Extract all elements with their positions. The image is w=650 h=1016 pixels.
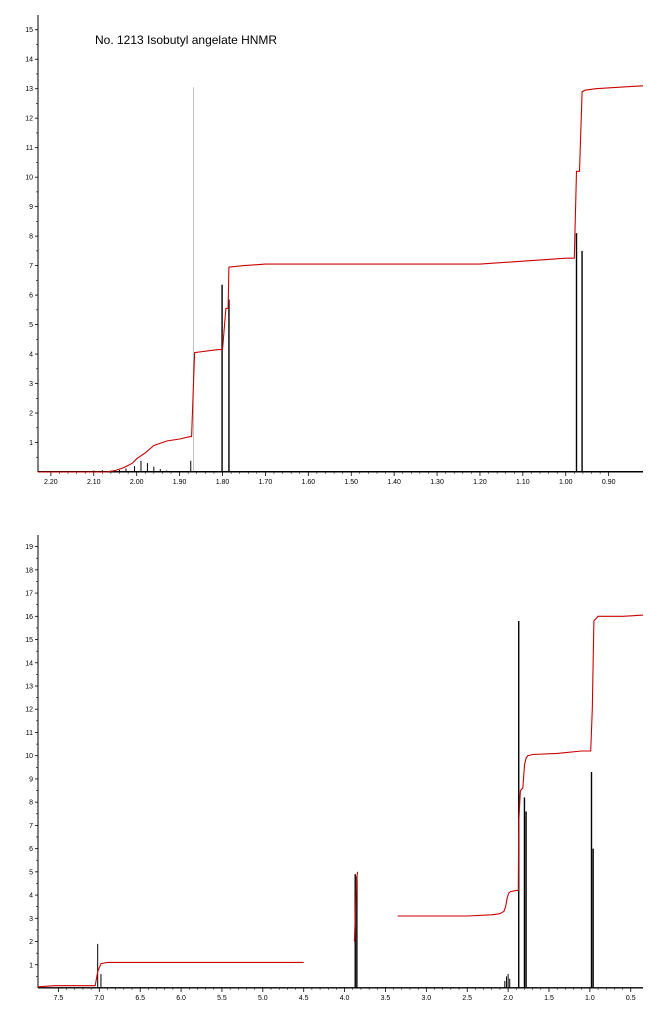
top-x-tick-label: 1.90 bbox=[173, 479, 187, 486]
top-y-tick-label: 9 bbox=[29, 204, 33, 211]
top-x-tick-label: 1.60 bbox=[302, 479, 316, 486]
bottom-y-tick-label: 1 bbox=[29, 962, 33, 969]
bottom-y-tick-label: 10 bbox=[25, 753, 33, 760]
bottom-y-tick-label: 19 bbox=[25, 544, 33, 551]
top-x-tick-label: 1.40 bbox=[387, 479, 401, 486]
top-y-tick-label: 5 bbox=[29, 322, 33, 329]
bottom-y-tick-label: 6 bbox=[29, 846, 33, 853]
top-x-tick-label: 1.50 bbox=[344, 479, 358, 486]
top-integral-curve bbox=[38, 85, 644, 473]
top-y-tick-label: 10 bbox=[25, 175, 33, 182]
top-x-tick-label: 1.20 bbox=[473, 479, 487, 486]
top-y-tick-label: 15 bbox=[25, 27, 33, 34]
bottom-y-tick-label: 7 bbox=[29, 823, 33, 830]
bottom-integral-curve bbox=[353, 871, 359, 942]
bottom-x-tick-label: 3.0 bbox=[421, 995, 431, 1002]
top-x-tick-label: 1.80 bbox=[216, 479, 230, 486]
bottom-x-tick-label: 5.0 bbox=[258, 995, 268, 1002]
bottom-y-tick-label: 9 bbox=[29, 776, 33, 783]
bottom-x-tick-label: 7.0 bbox=[94, 995, 104, 1002]
top-y-tick-label: 6 bbox=[29, 293, 33, 300]
bottom-y-tick-label: 2 bbox=[29, 939, 33, 946]
bottom-y-tick-label: 17 bbox=[25, 591, 33, 598]
bottom-x-tick-label: 4.5 bbox=[299, 995, 309, 1002]
bottom-x-tick-label: 6.5 bbox=[135, 995, 145, 1002]
top-y-tick-label: 12 bbox=[25, 116, 33, 123]
bottom-x-tick-label: 1.5 bbox=[544, 995, 554, 1002]
bottom-y-tick-label: 5 bbox=[29, 869, 33, 876]
bottom-y-tick-label: 16 bbox=[25, 614, 33, 621]
top-x-tick-label: 1.30 bbox=[430, 479, 444, 486]
bottom-y-tick-label: 4 bbox=[29, 893, 33, 900]
bottom-y-tick-label: 13 bbox=[25, 684, 33, 691]
bottom-y-tick-label: 12 bbox=[25, 707, 33, 714]
bottom-y-tick-label: 18 bbox=[25, 567, 33, 574]
bottom-y-tick-label: 8 bbox=[29, 800, 33, 807]
bottom-y-tick-label: 11 bbox=[26, 730, 33, 737]
top-y-tick-label: 8 bbox=[29, 234, 33, 241]
bottom-y-tick-label: 15 bbox=[25, 637, 33, 644]
bottom-x-tick-label: 3.5 bbox=[381, 995, 391, 1002]
bottom-x-tick-label: 2.0 bbox=[503, 995, 513, 1002]
bottom-y-tick-label: 14 bbox=[25, 660, 33, 667]
top-y-tick-label: 2 bbox=[29, 411, 33, 418]
top-x-tick-label: 1.00 bbox=[559, 479, 573, 486]
bottom-integral-curve bbox=[37, 961, 304, 988]
bottom-x-tick-label: 2.5 bbox=[462, 995, 472, 1002]
bottom-x-tick-label: 1.0 bbox=[585, 995, 595, 1002]
top-x-tick-label: 1.10 bbox=[516, 479, 530, 486]
top-x-tick-label: 2.20 bbox=[44, 479, 58, 486]
bottom-x-tick-label: 5.5 bbox=[217, 995, 227, 1002]
bottom-x-tick-label: 6.0 bbox=[176, 995, 186, 1002]
bottom-x-tick-label: 4.0 bbox=[340, 995, 350, 1002]
top-x-tick-label: 1.70 bbox=[259, 479, 273, 486]
top-y-tick-label: 3 bbox=[29, 381, 33, 388]
top-y-tick-label: 7 bbox=[29, 263, 33, 270]
top-y-tick-label: 13 bbox=[25, 86, 33, 93]
bottom-x-tick-label: 0.5 bbox=[626, 995, 636, 1002]
top-x-tick-label: 2.00 bbox=[130, 479, 144, 486]
top-y-tick-label: 1 bbox=[29, 440, 33, 447]
top-y-tick-label: 4 bbox=[29, 352, 33, 359]
bottom-y-tick-label: 3 bbox=[29, 916, 33, 923]
bottom-integral-curve bbox=[397, 614, 644, 917]
top-y-tick-label: 11 bbox=[26, 145, 33, 152]
top-y-tick-label: 14 bbox=[25, 57, 33, 64]
bottom-x-tick-label: 7.5 bbox=[54, 995, 64, 1002]
top-chart-title: No. 1213 Isobutyl angelate HNMR bbox=[95, 33, 277, 47]
top-x-tick-label: 2.10 bbox=[87, 479, 101, 486]
top-x-tick-label: 0.90 bbox=[602, 479, 616, 486]
